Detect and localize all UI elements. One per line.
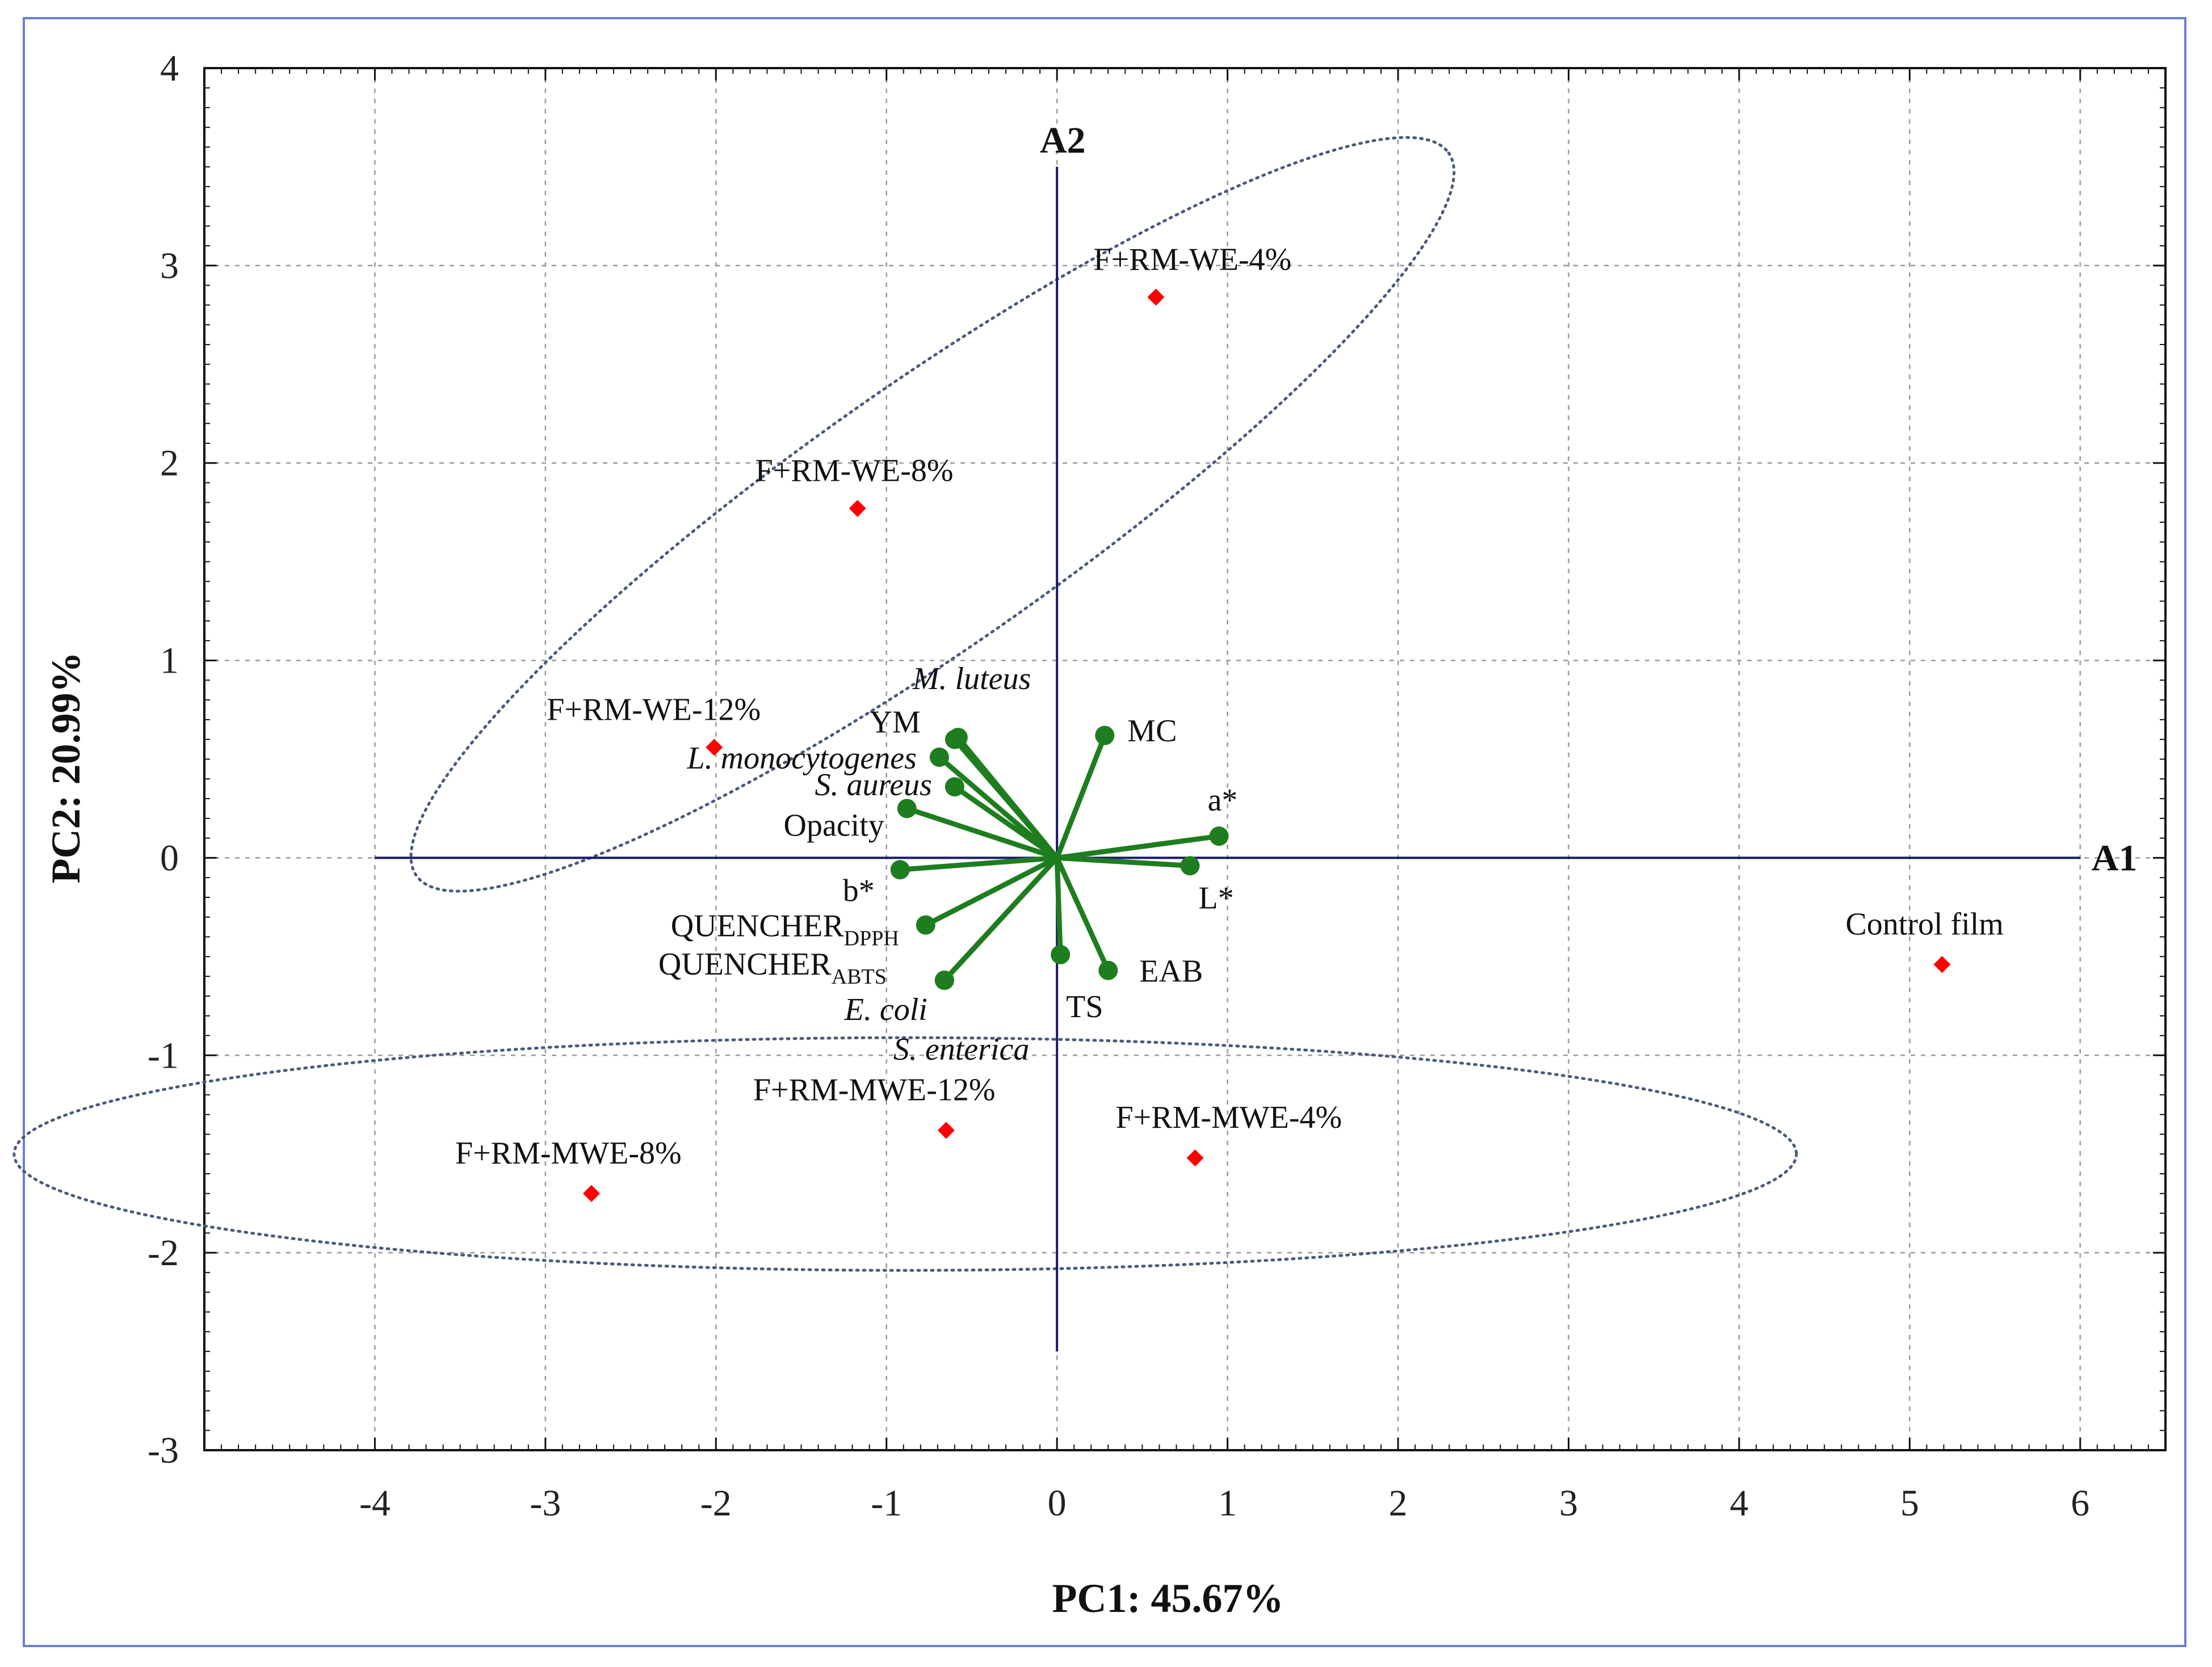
loading-vector	[937, 754, 1060, 860]
sample-point	[937, 1122, 955, 1139]
y-tick-label: 3	[160, 245, 179, 287]
sample-label: F+RM-MWE-12%	[753, 1072, 996, 1107]
sample-point	[1933, 956, 1951, 973]
sample-label: F+RM-WE-4%	[1093, 242, 1291, 278]
loading-vector	[923, 855, 1060, 928]
loading-vector	[952, 784, 1060, 860]
loading-point	[916, 915, 935, 935]
loading-vector	[904, 805, 1060, 860]
loading-label: MC	[1127, 713, 1177, 749]
ellipse-microwave-extract-group	[12, 1036, 1798, 1272]
y-tick-label: -3	[148, 1430, 179, 1471]
loading-point	[1095, 725, 1115, 745]
loading-point	[934, 971, 954, 990]
x-tick-label: 1	[1218, 1483, 1237, 1524]
x-tick-label: -4	[359, 1483, 391, 1524]
sample-label: F+RM-WE-8%	[755, 454, 954, 489]
loading-point	[897, 799, 917, 818]
sample-label: Control film	[1845, 906, 2003, 942]
loading-point	[1051, 944, 1071, 964]
y-tick-label: 0	[160, 837, 179, 879]
x-tick-label: 4	[1730, 1483, 1748, 1524]
loading-vector	[1054, 855, 1111, 973]
loading-label: a*	[1208, 783, 1238, 818]
x-tick-label: 3	[1559, 1483, 1578, 1524]
x-tick-label: -2	[700, 1483, 732, 1524]
y-tick-label: -1	[148, 1035, 179, 1076]
loading-vector	[1054, 855, 1193, 868]
y-axis-title: PC2: 20.99%	[43, 652, 89, 884]
loading-vector	[1054, 833, 1222, 860]
loading-label: QUENCHERDPPH	[671, 909, 899, 951]
x-tick-label: 6	[2071, 1483, 2089, 1524]
loading-point	[1098, 960, 1118, 980]
loading-label: S. enterica	[893, 1032, 1029, 1067]
loading-point	[945, 729, 964, 749]
loading-label: L*	[1199, 880, 1234, 916]
sample-point	[582, 1185, 600, 1202]
sample-point	[1186, 1149, 1204, 1167]
reference-axes: A1 A2	[375, 120, 2138, 1352]
x-axis-title: PC1: 45.67%	[1052, 1576, 1284, 1621]
y-tick-label: 2	[160, 443, 179, 484]
loading-vector	[952, 737, 1060, 860]
sample-point	[1147, 288, 1165, 306]
x-tick-label: -1	[871, 1483, 902, 1524]
loading-vector	[897, 855, 1060, 872]
x-tick-label: -3	[530, 1483, 561, 1524]
loading-point	[929, 748, 949, 767]
sample-label: F+RM-WE-12%	[547, 692, 761, 728]
loading-point	[890, 860, 910, 880]
sample-label: F+RM-MWE-8%	[455, 1136, 682, 1171]
loading-label: TS	[1066, 989, 1103, 1024]
figure-frame	[23, 17, 2186, 1647]
loading-point	[1180, 856, 1200, 876]
x-tick-label: 5	[1900, 1483, 1919, 1524]
loading-label: M. luteus	[912, 661, 1031, 696]
ellipse-water-extract-group	[409, 136, 1456, 893]
loading-label: Opacity	[784, 808, 884, 843]
x-tick-label: 2	[1389, 1483, 1408, 1524]
loading-vector	[1054, 855, 1063, 958]
axis-ticks: -4 -3 -2 -1 0 1 2 3 4 5 6 -3 -2 -1 0 1 2 3 4	[148, 48, 2166, 1524]
y-tick-label: 4	[160, 48, 179, 89]
loading-point	[1209, 826, 1229, 846]
sample-point	[706, 738, 723, 756]
loading-label: E. coli	[844, 992, 927, 1027]
sample-label: F+RM-MWE-4%	[1116, 1100, 1342, 1135]
loading-vector	[942, 855, 1060, 983]
loading-vector	[1054, 733, 1107, 860]
loading-label: YM	[870, 705, 921, 740]
sample-point	[849, 499, 866, 517]
group-ellipses	[12, 136, 1798, 1272]
loading-label: EAB	[1139, 954, 1203, 989]
y-tick-label: -2	[148, 1232, 179, 1274]
x-tick-label: 0	[1048, 1483, 1067, 1524]
loading-label: QUENCHERABTS	[658, 947, 887, 989]
y-tick-label: 1	[160, 640, 179, 682]
labels: F+RM-WE-4% F+RM-WE-8% F+RM-WE-12% F+RM-MWE-…	[455, 242, 2004, 1171]
loading-vectors	[890, 725, 1229, 990]
loading-label: S. aureus	[815, 767, 932, 803]
reference-axis-a1-label: A1	[2092, 837, 2138, 879]
sample-points	[582, 288, 1951, 1202]
loading-point	[945, 777, 964, 797]
reference-axis-a2-label: A2	[1040, 120, 1086, 161]
loading-label: b*	[843, 873, 875, 908]
loading-label: L. monocytogenes	[687, 741, 917, 776]
